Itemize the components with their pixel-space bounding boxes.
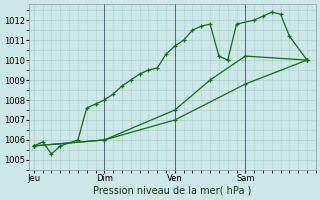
X-axis label: Pression niveau de la mer( hPa ): Pression niveau de la mer( hPa ) (93, 186, 252, 196)
